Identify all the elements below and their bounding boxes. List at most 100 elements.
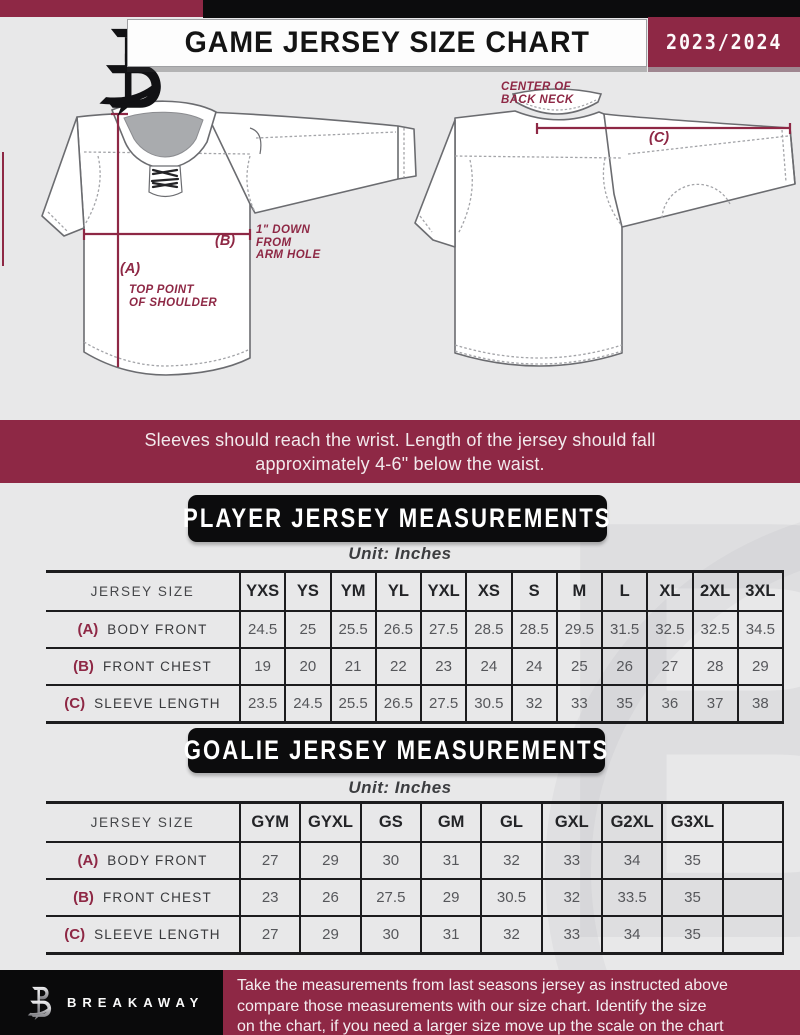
measurement-row: (B) FRONT CHEST 19 20 21 22 23 24 24 25 26 27 28 29 <box>46 648 785 686</box>
size-column-header: YL <box>374 571 421 612</box>
measurement-value: 25.5 <box>329 685 376 724</box>
measurement-label-cell: (C) SLEEVE LENGTH <box>46 916 240 955</box>
measurement-value: 28.5 <box>465 611 512 649</box>
measurement-value: 25.5 <box>329 611 376 649</box>
measurement-value: 31.5 <box>600 611 648 649</box>
measurement-value: 36 <box>646 685 693 724</box>
top-accent-maroon <box>0 0 203 17</box>
breakaway-b-logo-icon <box>27 986 52 1020</box>
measurement-row: (A) BODY FRONT 27 29 30 31 32 33 34 35 <box>46 842 785 880</box>
measurement-value <box>721 916 785 955</box>
measurement-value: 28.5 <box>510 611 557 649</box>
measurement-value: 27 <box>646 648 693 686</box>
row-label: FRONT CHEST <box>102 889 212 905</box>
size-column-header: L <box>600 571 648 612</box>
measurement-value: 35 <box>661 842 723 880</box>
size-column-header <box>721 802 785 843</box>
measurement-value: 27 <box>238 916 301 955</box>
measurement-label-cell: (C) SLEEVE LENGTH <box>46 685 240 724</box>
table-header-row: JERSEY SIZE YXS YS YM YL YXL XS S M L XL 2XL 3XL <box>46 571 785 612</box>
measurement-value: 25 <box>555 648 602 686</box>
measurement-value: 22 <box>374 648 421 686</box>
measurement-value: 29 <box>299 916 361 955</box>
player-size-table: JERSEY SIZE YXS YS YM YL YXL XS S M L XL 2XL 3XL (A) B… <box>46 570 785 724</box>
measurement-table: JERSEY SIZE YXS YS YM YL YXL XS S M L XL 2XL 3XL (A) B… <box>46 570 785 724</box>
measurement-value: 35 <box>661 916 723 955</box>
measurement-value: 27.5 <box>419 611 467 649</box>
row-label: BODY FRONT <box>107 852 208 868</box>
measurement-value: 32 <box>480 916 542 955</box>
measurement-value: 34 <box>600 842 663 880</box>
size-column-header: GS <box>359 802 421 843</box>
measurement-label-cell: (B) FRONT CHEST <box>46 879 240 917</box>
measurement-value: 23 <box>238 879 301 917</box>
measurement-value: 26.5 <box>374 611 421 649</box>
player-unit-label: Unit: Inches <box>348 544 452 563</box>
measurement-row: (C) SLEEVE LENGTH 23.5 24.5 25.5 26.5 27.5 30.5… <box>46 685 785 724</box>
table-header-row: JERSEY SIZE GYM GYXL GS GM GL GXL G2XL G3XL <box>46 802 785 843</box>
measurement-value: 29 <box>736 648 785 686</box>
row-label: FRONT CHEST <box>102 658 212 674</box>
note-line: FROM <box>256 236 292 249</box>
size-column-header: GYM <box>238 802 301 843</box>
goalie-section-header: GOALIE JERSEY MEASUREMENTS <box>184 728 607 773</box>
measurement-value: 24.5 <box>238 611 286 649</box>
size-column-header: GL <box>480 802 542 843</box>
size-column-header: YXL <box>419 571 467 612</box>
footer-note-line: on the chart, if you need a larger size … <box>237 1018 724 1035</box>
player-section-title: PLAYER JERSEY MEASUREMENTS <box>183 503 612 533</box>
measurement-value: 31 <box>419 916 482 955</box>
size-column-header: GM <box>419 802 482 843</box>
measurement-value: 24 <box>465 648 512 686</box>
banner-line: approximately 4-6" below the waist. <box>255 453 545 474</box>
measurement-value: 30.5 <box>465 685 512 724</box>
measurement-value: 24 <box>510 648 557 686</box>
season-label: 2023/2024 <box>665 30 783 54</box>
measurement-value: 29.5 <box>555 611 602 649</box>
measurement-row: (C) SLEEVE LENGTH 27 29 30 31 32 33 34 35 <box>46 916 785 955</box>
measurement-value: 38 <box>736 685 785 724</box>
row-key: (A) <box>77 851 99 869</box>
row-key: (A) <box>77 620 99 638</box>
note-line: OF SHOULDER <box>129 296 218 309</box>
measure-a-note: TOP POINT OF SHOULDER <box>129 284 217 309</box>
measurement-table: JERSEY SIZE GYM GYXL GS GM GL GXL G2XL G3XL (A) BO… <box>46 801 785 955</box>
row-label: SLEEVE LENGTH <box>94 695 221 711</box>
measurement-value: 30.5 <box>480 879 542 917</box>
measurement-value: 25 <box>284 611 331 649</box>
measurement-value: 27.5 <box>359 879 421 917</box>
measurement-value: 26.5 <box>374 685 421 724</box>
measurement-value: 29 <box>299 842 361 880</box>
fit-note-banner: Sleeves should reach the wrist. Length o… <box>0 420 800 483</box>
footer-note-line: compare those measurements with our size… <box>237 997 707 1015</box>
note-line: TOP POINT <box>129 284 194 296</box>
jersey-front-diagram <box>41 100 417 376</box>
measurement-value: 31 <box>419 842 482 880</box>
jersey-size-heading: JERSEY SIZE <box>46 802 240 843</box>
measure-a-label: (A) <box>120 261 141 277</box>
size-column-header: YM <box>329 571 376 612</box>
row-label: SLEEVE LENGTH <box>94 926 221 942</box>
banner-line: Sleeves should reach the wrist. Length o… <box>144 429 656 450</box>
measurement-value: 34 <box>600 916 663 955</box>
page-title-box: GAME JERSEY SIZE CHART <box>127 19 647 67</box>
measurement-value: 33 <box>540 916 602 955</box>
size-column-header: 3XL <box>736 571 785 612</box>
measurement-value: 32 <box>540 879 602 917</box>
measurement-value: 26 <box>600 648 648 686</box>
size-column-header: XS <box>465 571 512 612</box>
goalie-size-table: JERSEY SIZE GYM GYXL GS GM GL GXL G2XL G3XL (A) BO… <box>46 801 785 955</box>
measure-b-label: (B) <box>215 233 236 249</box>
row-label: BODY FRONT <box>107 621 208 637</box>
measure-c-label: (C) <box>649 130 670 146</box>
measurement-value: 32 <box>510 685 557 724</box>
measurement-value: 21 <box>329 648 376 686</box>
left-bleed-mark <box>2 152 4 266</box>
measurement-value: 27.5 <box>419 685 467 724</box>
jersey-size-heading: JERSEY SIZE <box>46 571 240 612</box>
page-title: GAME JERSEY SIZE CHART <box>184 26 590 59</box>
measurement-value <box>721 879 785 917</box>
measurement-value: 30 <box>359 916 421 955</box>
measurement-value: 35 <box>600 685 648 724</box>
row-key: (C) <box>64 694 86 712</box>
